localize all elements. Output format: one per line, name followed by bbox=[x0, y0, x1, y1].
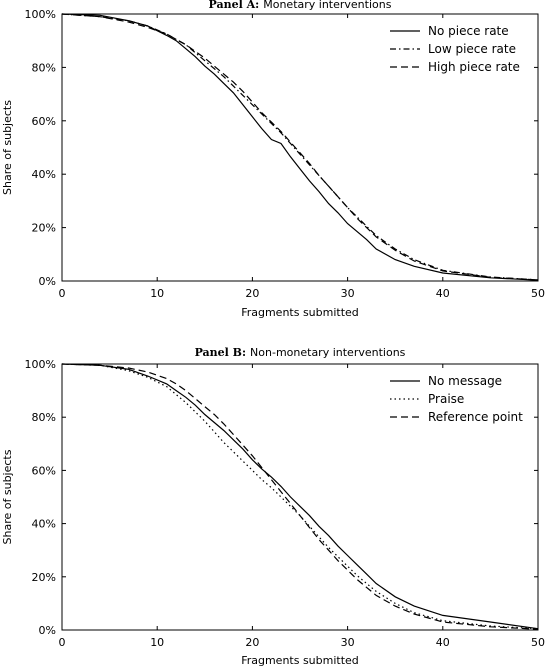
legend-entry: No piece rate bbox=[428, 24, 509, 38]
series-line-high-piece-rate bbox=[61, 13, 539, 281]
x-axis-label: Fragments submitted bbox=[241, 306, 359, 319]
x-tick-label: 40 bbox=[436, 287, 450, 300]
y-tick-label: 40% bbox=[32, 518, 56, 531]
x-tick-label: 30 bbox=[341, 636, 355, 649]
y-tick-label: 80% bbox=[32, 411, 56, 424]
y-tick-label: 0% bbox=[39, 624, 56, 637]
y-tick-label: 0% bbox=[39, 275, 56, 288]
x-tick-label: 30 bbox=[341, 287, 355, 300]
x-tick-label: 50 bbox=[531, 636, 545, 649]
chart-title-prefix: Panel B: bbox=[195, 346, 246, 359]
y-tick-label: 60% bbox=[32, 464, 56, 477]
y-axis-label: Share of subjects bbox=[1, 449, 14, 544]
x-tick-label: 50 bbox=[531, 287, 545, 300]
x-tick-label: 0 bbox=[59, 636, 66, 649]
y-tick-label: 60% bbox=[32, 115, 56, 128]
x-tick-label: 20 bbox=[245, 636, 259, 649]
x-tick-label: 0 bbox=[59, 287, 66, 300]
x-tick-label: 10 bbox=[150, 636, 164, 649]
legend-entry: Praise bbox=[428, 392, 464, 406]
x-axis-label: Fragments submitted bbox=[241, 654, 359, 667]
chart-title-text: Monetary interventions bbox=[263, 0, 391, 11]
legend-entry: No message bbox=[428, 374, 502, 388]
x-tick-label: 10 bbox=[150, 287, 164, 300]
panel-b: Panel B: Non-monetary interventions 0 10 20 3… bbox=[1, 346, 545, 667]
chart-title: Panel B: Non-monetary interventions bbox=[195, 346, 406, 359]
chart-title: Panel A: Monetary interventions bbox=[209, 0, 392, 11]
legend-entry: High piece rate bbox=[428, 60, 520, 74]
plot-frame bbox=[61, 13, 539, 282]
y-tick-label: 100% bbox=[25, 8, 56, 21]
legend-entry: Low piece rate bbox=[428, 42, 516, 56]
panel-a: Panel A: Monetary interventions 0 10 20 30 40 5… bbox=[1, 0, 545, 319]
series-line-low-piece-rate bbox=[61, 13, 539, 281]
y-tick-label: 80% bbox=[32, 61, 56, 74]
chart-title-text: Non-monetary interventions bbox=[250, 346, 406, 359]
series-line-praise bbox=[61, 363, 539, 630]
chart-title-prefix: Panel A: bbox=[209, 0, 260, 11]
series-line-reference-point bbox=[61, 363, 539, 630]
series-line-no-piece-rate bbox=[61, 13, 539, 281]
y-tick-label: 20% bbox=[32, 222, 56, 235]
y-tick-label: 20% bbox=[32, 571, 56, 584]
x-tick-label: 20 bbox=[245, 287, 259, 300]
y-axis-label: Share of subjects bbox=[1, 100, 14, 195]
y-tick-label: 40% bbox=[32, 168, 56, 181]
plot-frame bbox=[61, 363, 539, 631]
y-tick-label: 100% bbox=[25, 358, 56, 371]
x-tick-label: 40 bbox=[436, 636, 450, 649]
legend-entry: Reference point bbox=[428, 410, 523, 424]
series-line-no-message bbox=[61, 363, 539, 630]
